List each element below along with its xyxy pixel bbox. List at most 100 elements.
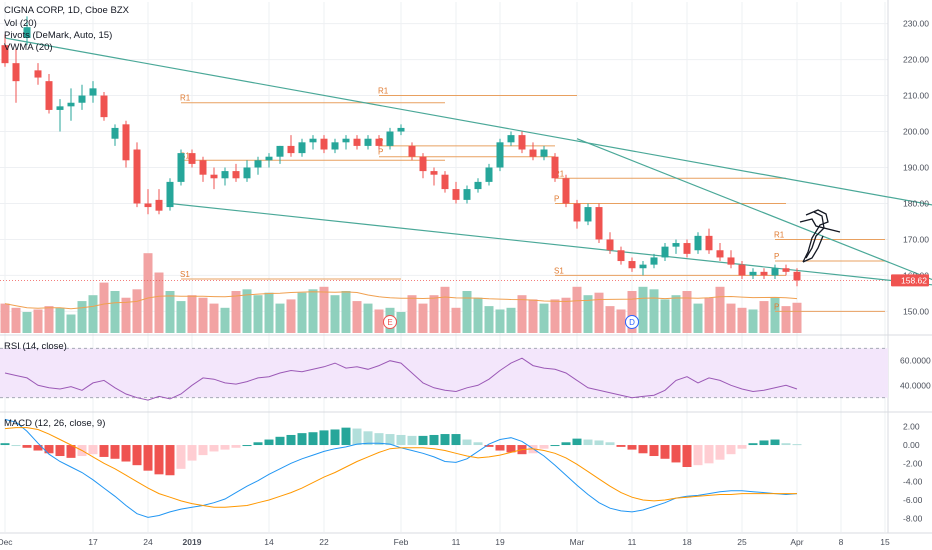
- candle-body: [661, 246, 669, 258]
- candle-body: [210, 174, 218, 179]
- macd-histogram-bar: [451, 434, 461, 446]
- volume-bar: [33, 309, 43, 333]
- time-tick-label: 17: [88, 537, 98, 547]
- volume-bar: [231, 291, 241, 333]
- macd-histogram-bar: [726, 445, 736, 455]
- rsi-tick-label: 60.0000: [900, 356, 931, 366]
- candle-body: [397, 127, 405, 132]
- macd-histogram-bar: [660, 445, 670, 459]
- event-marker: D: [625, 315, 639, 329]
- volume-bar: [605, 306, 615, 333]
- rsi-title[interactable]: RSI (14, close): [4, 341, 67, 352]
- macd-histogram-bar: [638, 445, 648, 454]
- macd-histogram-bar: [66, 445, 76, 458]
- time-tick-label: 11: [628, 537, 637, 547]
- price-axis[interactable]: 150.00160.00170.00180.00190.00200.00210.…: [891, 19, 929, 317]
- candle-body: [78, 95, 86, 103]
- volume-bar: [682, 291, 692, 333]
- price-tick-label: 150.00: [903, 306, 929, 316]
- macd-histogram-bar: [22, 445, 32, 448]
- candle-body: [617, 250, 625, 262]
- last-price-label: 158.62: [901, 275, 927, 285]
- volume-bar: [165, 291, 175, 333]
- volume-bar: [209, 303, 219, 333]
- pivot-label: R1: [554, 169, 565, 178]
- volume-bar: [121, 297, 131, 333]
- candle-body: [408, 145, 416, 157]
- price-tick-label: 190.00: [903, 163, 929, 173]
- macd-histogram-bar: [363, 431, 373, 446]
- volume-bar: [671, 295, 681, 333]
- legend-vwma[interactable]: VWMA (20): [4, 42, 53, 53]
- price-tick-label: 210.00: [903, 91, 929, 101]
- macd-pane: 2.00 0.00 -2.00 -4.00 -6.00 -8.00: [0, 418, 923, 523]
- trendline: [4, 37, 932, 206]
- volume-bar: [550, 299, 560, 333]
- macd-histogram-bar: [33, 445, 43, 451]
- event-marker: E: [383, 315, 397, 329]
- macd-histogram-bar: [440, 434, 450, 446]
- price-tick-label: 180.00: [903, 198, 929, 208]
- macd-histogram-bar: [374, 433, 384, 446]
- volume-bar: [572, 286, 582, 333]
- macd-histogram-bar: [286, 434, 296, 446]
- macd-histogram-bar: [242, 445, 252, 447]
- candle-body: [562, 178, 570, 204]
- macd-histogram-bar: [583, 439, 593, 446]
- macd-tick-label: 2.00: [903, 422, 920, 432]
- volume-bar: [484, 306, 494, 333]
- pivot-label: P: [774, 252, 779, 261]
- volume-bar: [528, 299, 538, 333]
- volume-bar: [429, 295, 439, 333]
- candle-body: [276, 145, 284, 157]
- macd-histogram-bar: [407, 435, 417, 446]
- volume-bar: [198, 297, 208, 333]
- macd-histogram-bar: [264, 439, 274, 446]
- chart-title: CIGNA CORP, 1D, Cboe BZX: [4, 5, 129, 16]
- candle-body: [529, 149, 537, 157]
- macd-histogram-bar: [198, 445, 208, 456]
- volume-bar: [473, 297, 483, 333]
- macd-title[interactable]: MACD (12, 26, close, 9): [4, 418, 106, 429]
- volume-bar: [341, 291, 351, 333]
- trendlines[interactable]: [4, 37, 932, 288]
- macd-histogram-bar: [330, 429, 340, 446]
- pivot-levels: R1R1PS1PR1PR1PS1S1P: [0, 87, 888, 312]
- volume-bar: [737, 307, 747, 333]
- volume-bar: [242, 289, 252, 333]
- time-axis[interactable]: Dec 17 24 2019 14 22 Feb 11 19 Mar 11 18 25 Apr 8 15: [0, 537, 890, 547]
- hand-drawn-figure[interactable]: [799, 209, 841, 263]
- legend-pivots[interactable]: Pivots (DeMark, Auto, 15): [4, 30, 113, 41]
- macd-histogram-bar: [308, 432, 318, 446]
- volume-bar: [627, 291, 637, 333]
- volume-bar: [99, 282, 109, 333]
- macd-histogram-bar: [396, 434, 406, 446]
- macd-histogram-bar: [429, 434, 439, 446]
- price-tick-label: 220.00: [903, 55, 929, 65]
- candle-body: [298, 142, 306, 154]
- volume-bar: [583, 295, 593, 333]
- candle-body: [771, 268, 779, 276]
- macd-histogram-bar: [693, 445, 703, 466]
- volume-bar: [352, 301, 362, 333]
- macd-histogram-bar: [737, 445, 747, 449]
- volume-bar: [22, 312, 32, 333]
- volume-bar: [143, 253, 153, 333]
- candle-body: [221, 171, 229, 179]
- candle-body: [67, 102, 75, 107]
- macd-histogram-bar: [121, 445, 131, 462]
- volume-bar: [561, 297, 571, 333]
- candle-body: [265, 156, 273, 161]
- candle-body: [287, 145, 295, 154]
- volume-bar: [286, 299, 296, 333]
- macd-histogram-bar: [473, 442, 483, 446]
- macd-histogram-bar: [572, 438, 582, 446]
- legend-volume[interactable]: Vol (20): [4, 18, 37, 29]
- macd-histogram-bar: [44, 445, 54, 454]
- volume-bar: [693, 303, 703, 333]
- candle-body: [1, 45, 9, 64]
- signal-line: [4, 427, 797, 508]
- volume-bar: [748, 309, 758, 333]
